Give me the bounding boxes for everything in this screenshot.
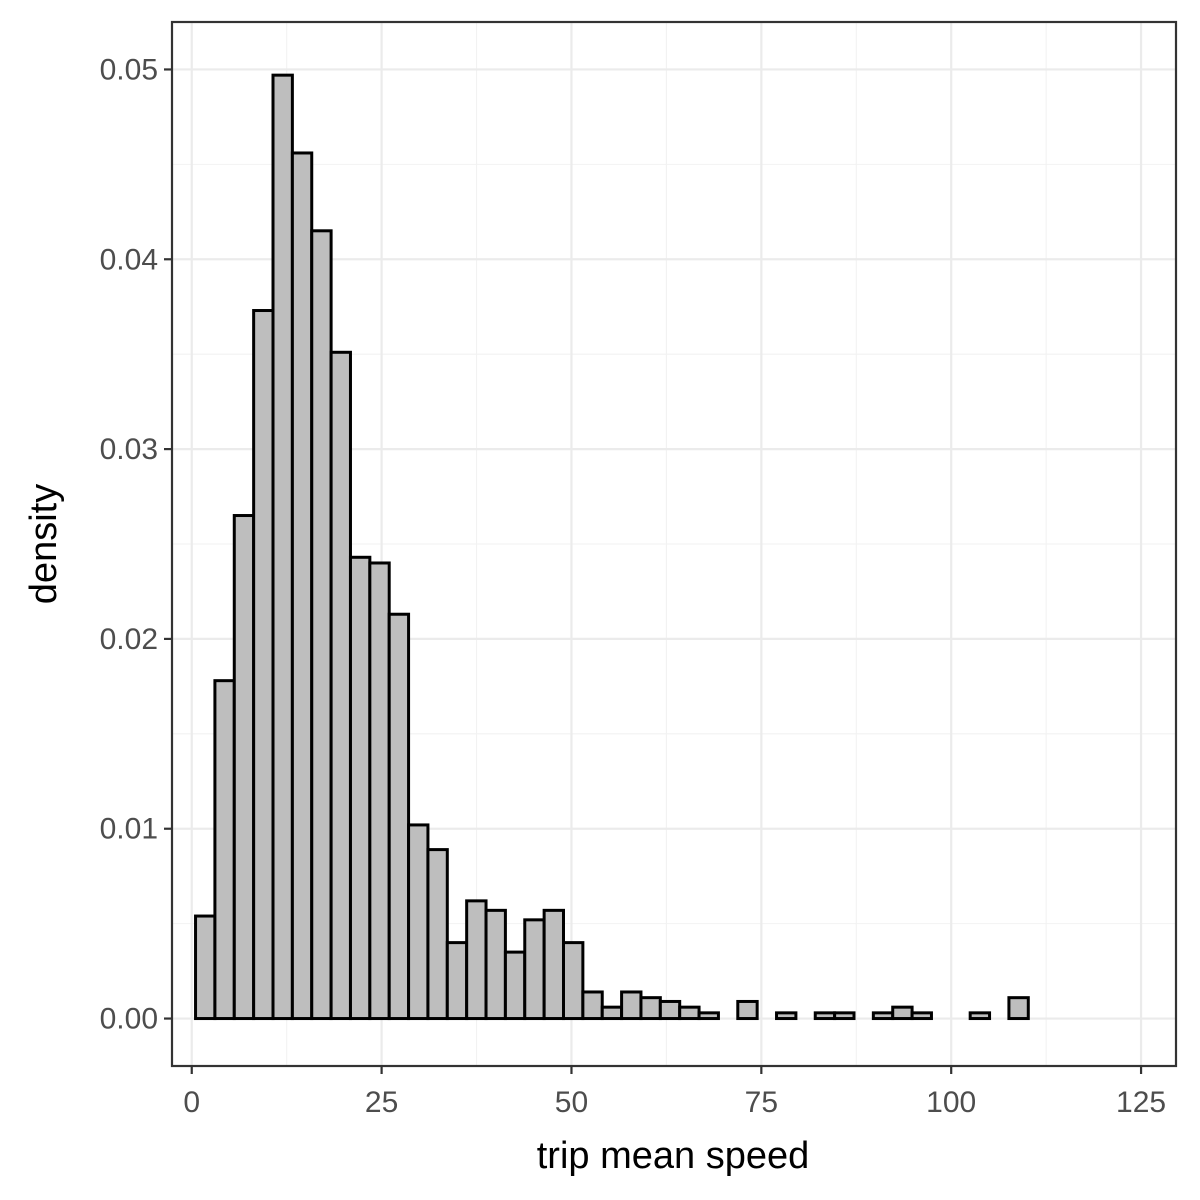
histogram-bar xyxy=(968,1011,992,1021)
histogram-bar xyxy=(697,1011,720,1021)
histogram-bar xyxy=(213,679,236,1021)
histogram-bar xyxy=(639,996,662,1021)
x-tick-label: 125 xyxy=(1116,1086,1166,1119)
axes: 0 25 50 75 100 125 0.00 0.01 0.02 0.03 0.04 0.05 xyxy=(100,53,1166,1119)
histogram-bar xyxy=(290,151,314,1021)
y-tick-label: 0.04 xyxy=(100,243,158,276)
histogram-bar xyxy=(775,1011,798,1021)
histogram-bar xyxy=(1007,996,1030,1021)
histogram-bar xyxy=(503,950,527,1021)
histogram-bar xyxy=(891,1005,914,1021)
histogram-bar xyxy=(871,1011,895,1021)
y-axis-title: density xyxy=(23,484,65,604)
histogram-bar xyxy=(445,941,469,1021)
x-axis-title: trip mean speed xyxy=(537,1135,810,1177)
x-tick-label: 50 xyxy=(555,1086,588,1119)
histogram-bar xyxy=(910,1011,933,1021)
histogram-bar xyxy=(600,1005,624,1021)
x-tick-label: 100 xyxy=(926,1086,976,1119)
y-tick-label: 0.02 xyxy=(100,623,158,656)
y-tick-label: 0.05 xyxy=(100,53,158,86)
histogram-bar xyxy=(523,918,546,1021)
histogram-bar xyxy=(561,941,585,1021)
histogram-bar xyxy=(348,555,372,1021)
histogram-bar xyxy=(678,1005,701,1021)
histogram-bar xyxy=(465,899,488,1021)
histogram-bar xyxy=(658,999,682,1021)
histogram-bar xyxy=(542,908,565,1021)
histogram-bar xyxy=(252,309,275,1021)
x-tick-label: 0 xyxy=(183,1086,200,1119)
y-tick-label: 0.00 xyxy=(100,1003,158,1036)
y-tick-label: 0.01 xyxy=(100,813,158,846)
bars xyxy=(194,73,1030,1021)
histogram-bar xyxy=(833,1011,856,1021)
histogram-bar xyxy=(407,823,430,1021)
x-tick-label: 25 xyxy=(365,1086,398,1119)
histogram-bar xyxy=(387,612,411,1021)
histogram-bar xyxy=(194,914,217,1021)
histogram-bar xyxy=(232,514,256,1021)
histogram-bar xyxy=(310,229,333,1021)
histogram-bar xyxy=(813,1011,837,1021)
histogram-bar xyxy=(271,73,294,1021)
histogram-bar xyxy=(484,908,507,1021)
y-tick-label: 0.03 xyxy=(100,433,158,466)
histogram-bar xyxy=(581,990,604,1021)
panel-border xyxy=(170,20,1178,1068)
x-tick-label: 75 xyxy=(745,1086,778,1119)
histogram-bar xyxy=(620,990,643,1021)
histogram-bar xyxy=(368,561,391,1021)
histogram-bar xyxy=(329,350,352,1021)
histogram-bar xyxy=(426,848,449,1021)
histogram-bar xyxy=(736,999,759,1021)
